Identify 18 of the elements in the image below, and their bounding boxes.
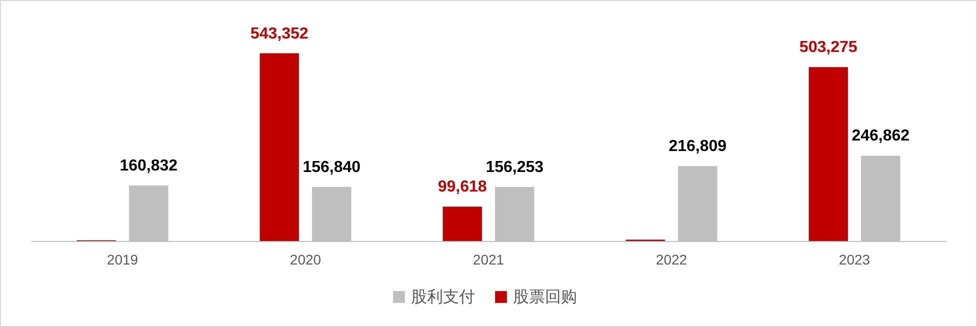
x-tick-label: 2022: [656, 252, 688, 268]
data-label: 246,862: [852, 128, 910, 145]
bar: [808, 67, 848, 241]
x-tick-label: 2023: [838, 252, 870, 268]
data-label: 156,253: [486, 159, 544, 176]
bar: [260, 53, 299, 241]
data-label: 216,809: [668, 138, 727, 156]
legend-label: 股票回购: [513, 287, 577, 306]
data-label: 160,832: [120, 157, 178, 174]
data-label: 99,618: [438, 178, 487, 196]
x-tick-label: 2021: [472, 252, 504, 268]
data-label: 503,275: [799, 39, 858, 56]
x-tick-label: 2019: [106, 252, 138, 268]
data-label: 543,352: [250, 25, 308, 42]
legend-label: 股利支付: [411, 287, 475, 306]
bar: [442, 206, 482, 241]
x-tick-label: 2020: [290, 252, 322, 268]
data-label: 156,840: [302, 158, 361, 176]
